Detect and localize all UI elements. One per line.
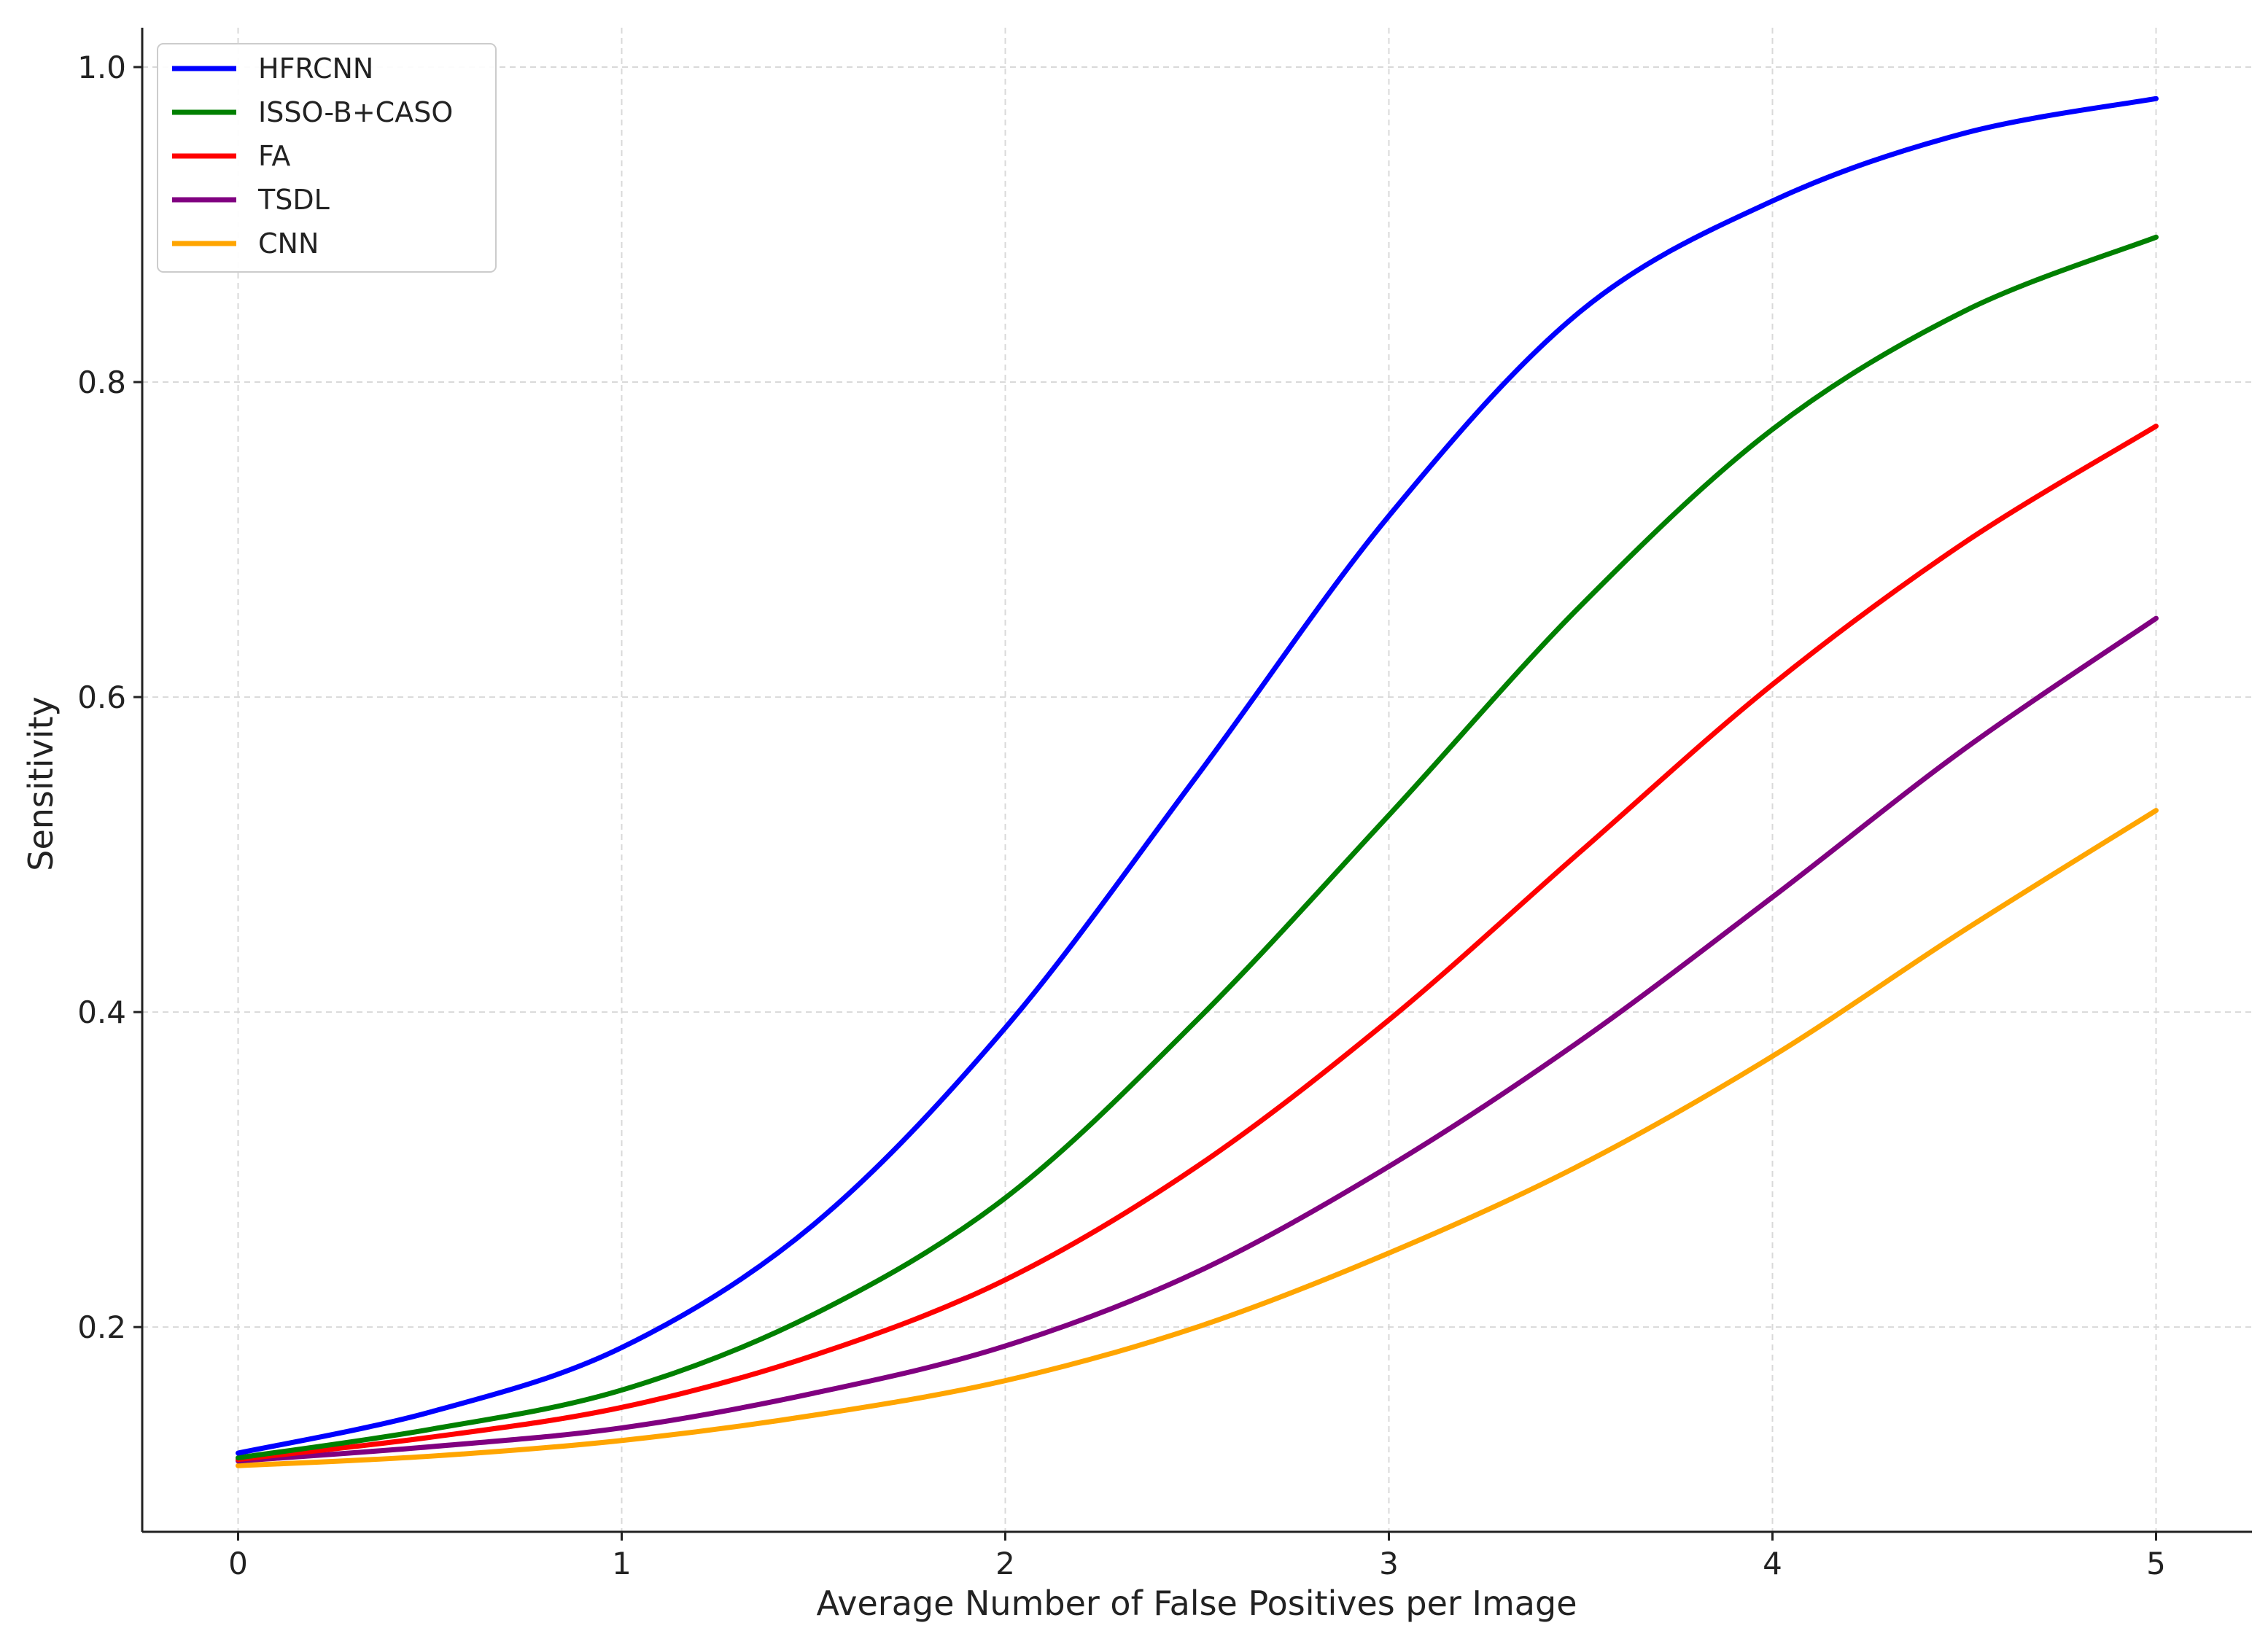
x-tick-label: 4: [1763, 1546, 1782, 1581]
series-lines: [236, 96, 2159, 1468]
legend-label-tsdl: TSDL: [257, 184, 330, 216]
x-tick-label: 0: [228, 1546, 248, 1581]
tick-labels: 0 1 2 3 4 5 0.2 0.4 0.6 0.8 1.0: [77, 50, 2166, 1581]
y-tick-label: 0.2: [77, 1309, 126, 1345]
x-tick-label: 2: [995, 1546, 1015, 1581]
axes: [141, 28, 2252, 1533]
x-axis-label: Average Number of False Positives per Im…: [817, 1584, 1577, 1623]
x-tick-label: 5: [2146, 1546, 2166, 1581]
legend-box: [157, 43, 497, 273]
legend-label-cnn: CNN: [258, 227, 319, 260]
legend-label-isso-b-caso: ISSO-B+CASO: [258, 96, 453, 128]
x-tick-label: 1: [612, 1546, 632, 1581]
series-line-fa: [236, 424, 2159, 1463]
y-tick-label: 1.0: [77, 50, 126, 85]
x-tick-label: 3: [1379, 1546, 1399, 1581]
series-line-isso-b-caso: [236, 234, 2159, 1460]
series-line-cnn: [236, 808, 2159, 1468]
y-tick-label: 0.8: [77, 365, 126, 400]
y-tick-label: 0.6: [77, 680, 126, 715]
legend-items: HFRCNN ISSO-B+CASO FA TSDL CNN: [172, 52, 453, 260]
legend-label-hfrcnn: HFRCNN: [258, 52, 373, 85]
y-axis-label: Sensitivity: [21, 696, 61, 871]
series-line-hfrcnn: [236, 96, 2159, 1456]
series-line-tsdl: [236, 615, 2159, 1464]
legend: HFRCNN ISSO-B+CASO FA TSDL CNN: [157, 43, 497, 273]
legend-label-fa: FA: [258, 140, 290, 172]
y-tick-label: 0.4: [77, 994, 126, 1030]
